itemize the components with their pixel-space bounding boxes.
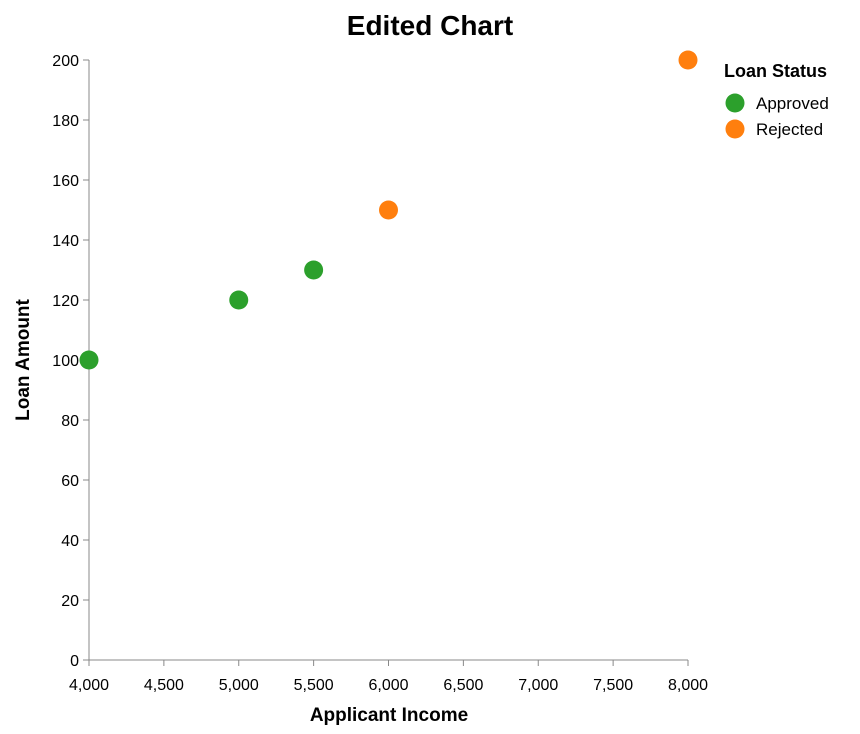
y-tick-label: 100 — [52, 353, 79, 370]
y-tick-label: 140 — [52, 233, 79, 250]
legend-label-rejected: Rejected — [756, 120, 823, 139]
y-tick-label: 0 — [70, 653, 79, 670]
legend-marker-rejected — [725, 119, 745, 139]
y-tick-label: 180 — [52, 113, 79, 130]
y-axis-title: Loan Amount — [13, 298, 34, 420]
x-tick-label: 7,000 — [518, 677, 558, 694]
x-tick-label: 6,000 — [368, 677, 408, 694]
x-tick-label: 8,000 — [668, 677, 708, 694]
legend: Loan Status Approved Rejected — [724, 61, 829, 139]
x-tick-label: 5,000 — [219, 677, 259, 694]
data-point-rejected — [678, 50, 698, 70]
plot-area: 0 20 40 60 80 100 120 140 160 180 200 4,000 4,500 5,0… — [52, 50, 708, 694]
y-tick-label: 120 — [52, 293, 79, 310]
x-tick-label: 6,500 — [443, 677, 483, 694]
data-point-approved — [304, 260, 324, 280]
y-tick-label: 60 — [61, 473, 79, 490]
legend-marker-approved — [725, 93, 745, 113]
y-tick-label: 40 — [61, 533, 79, 550]
x-tick-label: 4,000 — [69, 677, 109, 694]
data-point-approved — [229, 290, 249, 310]
y-tick-label: 160 — [52, 173, 79, 190]
legend-label-approved: Approved — [756, 94, 829, 113]
data-point-rejected — [379, 200, 398, 220]
data-point-approved — [79, 350, 99, 370]
y-tick-label: 200 — [52, 53, 79, 70]
legend-title: Loan Status — [724, 61, 827, 81]
y-tick-label: 80 — [61, 413, 79, 430]
x-tick-label: 7,500 — [593, 677, 633, 694]
y-tick-label: 20 — [61, 593, 79, 610]
x-tick-label: 4,500 — [144, 677, 184, 694]
x-tick-label: 5,500 — [294, 677, 334, 694]
chart-title: Edited Chart — [347, 10, 513, 41]
x-axis-title: Applicant Income — [310, 705, 468, 726]
